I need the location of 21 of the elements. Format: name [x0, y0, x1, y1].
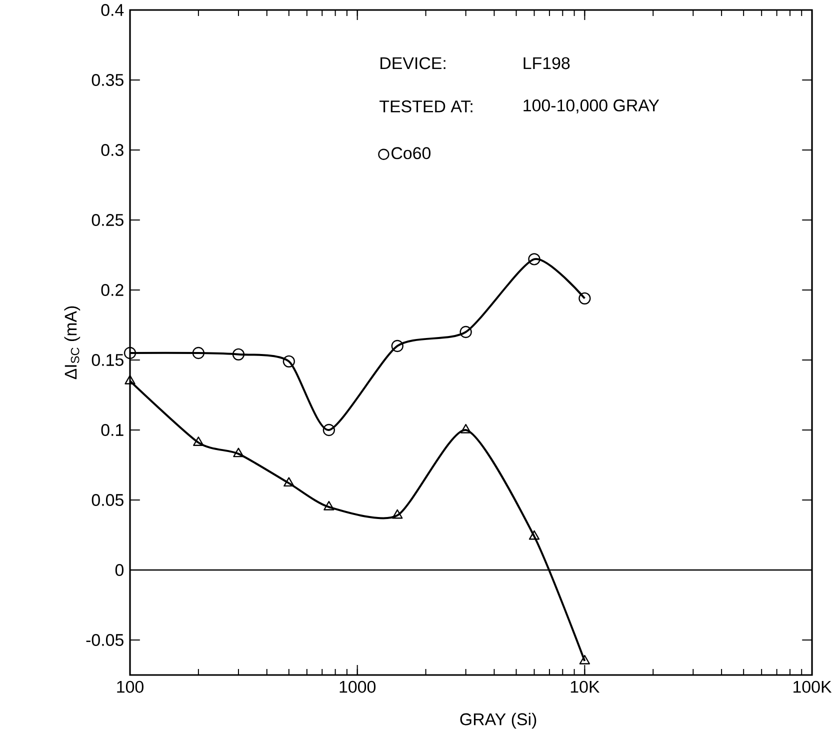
- annotation: DEVICE:: [380, 57, 446, 70]
- y-tick-label: 0: [115, 564, 124, 576]
- y-tick-label: 0.1: [101, 424, 124, 436]
- y-tick-label: 0.2: [101, 284, 124, 296]
- x-tick-label: 100K: [794, 680, 832, 693]
- y-axis-title: ΔI$_{SC}$ (mA): [64, 306, 80, 380]
- y-tick-label: 0.05: [92, 494, 124, 506]
- x-tick-label: 10K: [570, 680, 600, 693]
- y-tick-label: -0.05: [86, 634, 124, 646]
- y-tick-label: 0.3: [101, 144, 124, 156]
- y-tick-label: 0.4: [101, 4, 124, 16]
- y-tick-label: 0.25: [92, 214, 124, 226]
- legend-label: Co60: [392, 147, 430, 160]
- x-tick-label: 100: [117, 680, 144, 693]
- x-tick-label: 1000: [340, 680, 376, 693]
- annotation: TESTED AT:: [380, 100, 472, 112]
- y-tick-label: 0.15: [92, 354, 124, 366]
- annotation: LF198: [524, 57, 570, 70]
- x-axis-title: GRAY (Si): [460, 712, 536, 729]
- y-tick-label: 0.35: [92, 74, 124, 86]
- annotation: 100-10,000 GRAY: [524, 99, 660, 114]
